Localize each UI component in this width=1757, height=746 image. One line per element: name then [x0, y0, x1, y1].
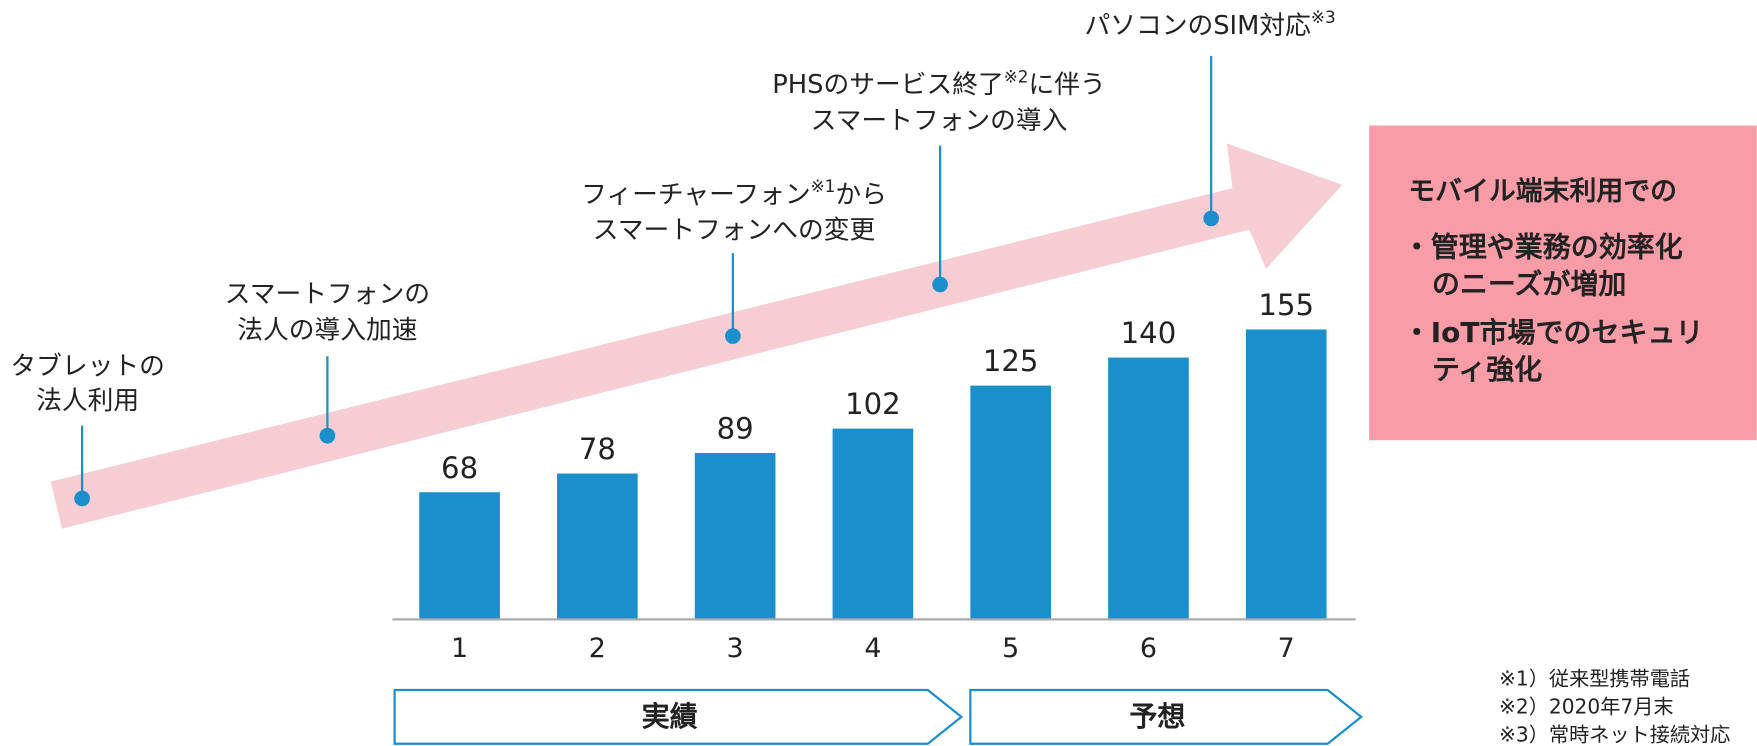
annotation-text: 法人の導入加速: [237, 315, 417, 345]
phase-label: 予想: [1129, 700, 1185, 733]
bar: [557, 473, 638, 620]
bar: [1245, 329, 1327, 620]
annotation-part: に伴う: [1028, 70, 1105, 100]
annotation-part: から: [835, 179, 887, 209]
annotation-part: パソコンのSIM対応: [1084, 10, 1310, 40]
phase-chevron: [969, 688, 1364, 745]
annotation-dot: [725, 328, 741, 344]
value-label: 102: [845, 387, 901, 421]
annotation-text: スマートフォンの: [225, 279, 430, 309]
annotation-part: ※1: [811, 176, 836, 196]
footnote: ※3）常時ネット接続対応: [1499, 722, 1730, 746]
footnote: ※1）従来型携帯電話: [1499, 666, 1690, 690]
x-tick-label: 4: [864, 633, 881, 664]
annotation-part: 法人の導入加速: [237, 315, 417, 345]
annotation-text: パソコンのSIM対応※3: [1084, 7, 1335, 40]
annotation-text: 法人利用: [36, 386, 139, 416]
value-label: 78: [579, 432, 616, 466]
annotation-text: スマートフォンの導入: [811, 105, 1068, 135]
annotation-text: PHSのサービス終了※2に伴う: [772, 66, 1106, 99]
bar: [419, 492, 500, 620]
annotation-part: 法人利用: [36, 386, 139, 416]
annotation-text: スマートフォンへの変更: [593, 215, 875, 245]
x-tick-label: 1: [451, 633, 468, 664]
x-tick-label: 3: [727, 633, 744, 664]
annotation-part: フィーチャーフォン: [581, 179, 810, 209]
x-tick-label: 5: [1002, 633, 1019, 664]
x-tick-label: 2: [589, 633, 606, 664]
annotation-dot: [319, 427, 336, 444]
callout-heading: モバイル端末利用での: [1408, 176, 1677, 207]
annotation-part: PHSのサービス終了: [772, 70, 1004, 100]
annotation-dot: [1203, 210, 1220, 227]
annotation-part: タブレットの: [10, 351, 164, 381]
annotation-text: フィーチャーフォン※1から: [581, 176, 887, 209]
annotation-part: スマートフォンの: [225, 279, 430, 309]
trend-arrow: [50, 143, 1343, 529]
annotation-part: スマートフォンの導入: [811, 105, 1068, 135]
phase-label: 実績: [642, 700, 698, 733]
x-tick-label: 6: [1140, 633, 1157, 664]
value-label: 89: [717, 412, 754, 446]
bar: [970, 385, 1051, 620]
bar: [832, 428, 914, 620]
annotation-dot: [932, 276, 948, 293]
annotation-text: タブレットの: [10, 351, 164, 381]
callout-bullet: のニーズが増加: [1432, 268, 1627, 301]
callout-box: [1369, 125, 1757, 441]
value-label: 68: [441, 451, 478, 485]
annotation-dot: [74, 490, 90, 507]
bar: [1108, 357, 1189, 620]
annotation-part: ※3: [1311, 7, 1336, 27]
value-label: 125: [983, 344, 1039, 378]
callout-bullet: ティ強化: [1432, 353, 1542, 386]
x-tick-label: 7: [1278, 633, 1295, 664]
value-label: 155: [1258, 288, 1314, 322]
footnote: ※2）2020年7月末: [1499, 694, 1673, 718]
annotation-part: ※2: [1004, 66, 1029, 86]
phase-chevron: [393, 688, 964, 745]
value-label: 140: [1121, 316, 1177, 350]
callout-bullet: ・IoT市場でのセキュリ: [1403, 316, 1704, 349]
annotation-part: スマートフォンへの変更: [593, 215, 875, 245]
callout-bullet: ・管理や業務の効率化: [1403, 231, 1683, 264]
bar: [694, 452, 776, 620]
